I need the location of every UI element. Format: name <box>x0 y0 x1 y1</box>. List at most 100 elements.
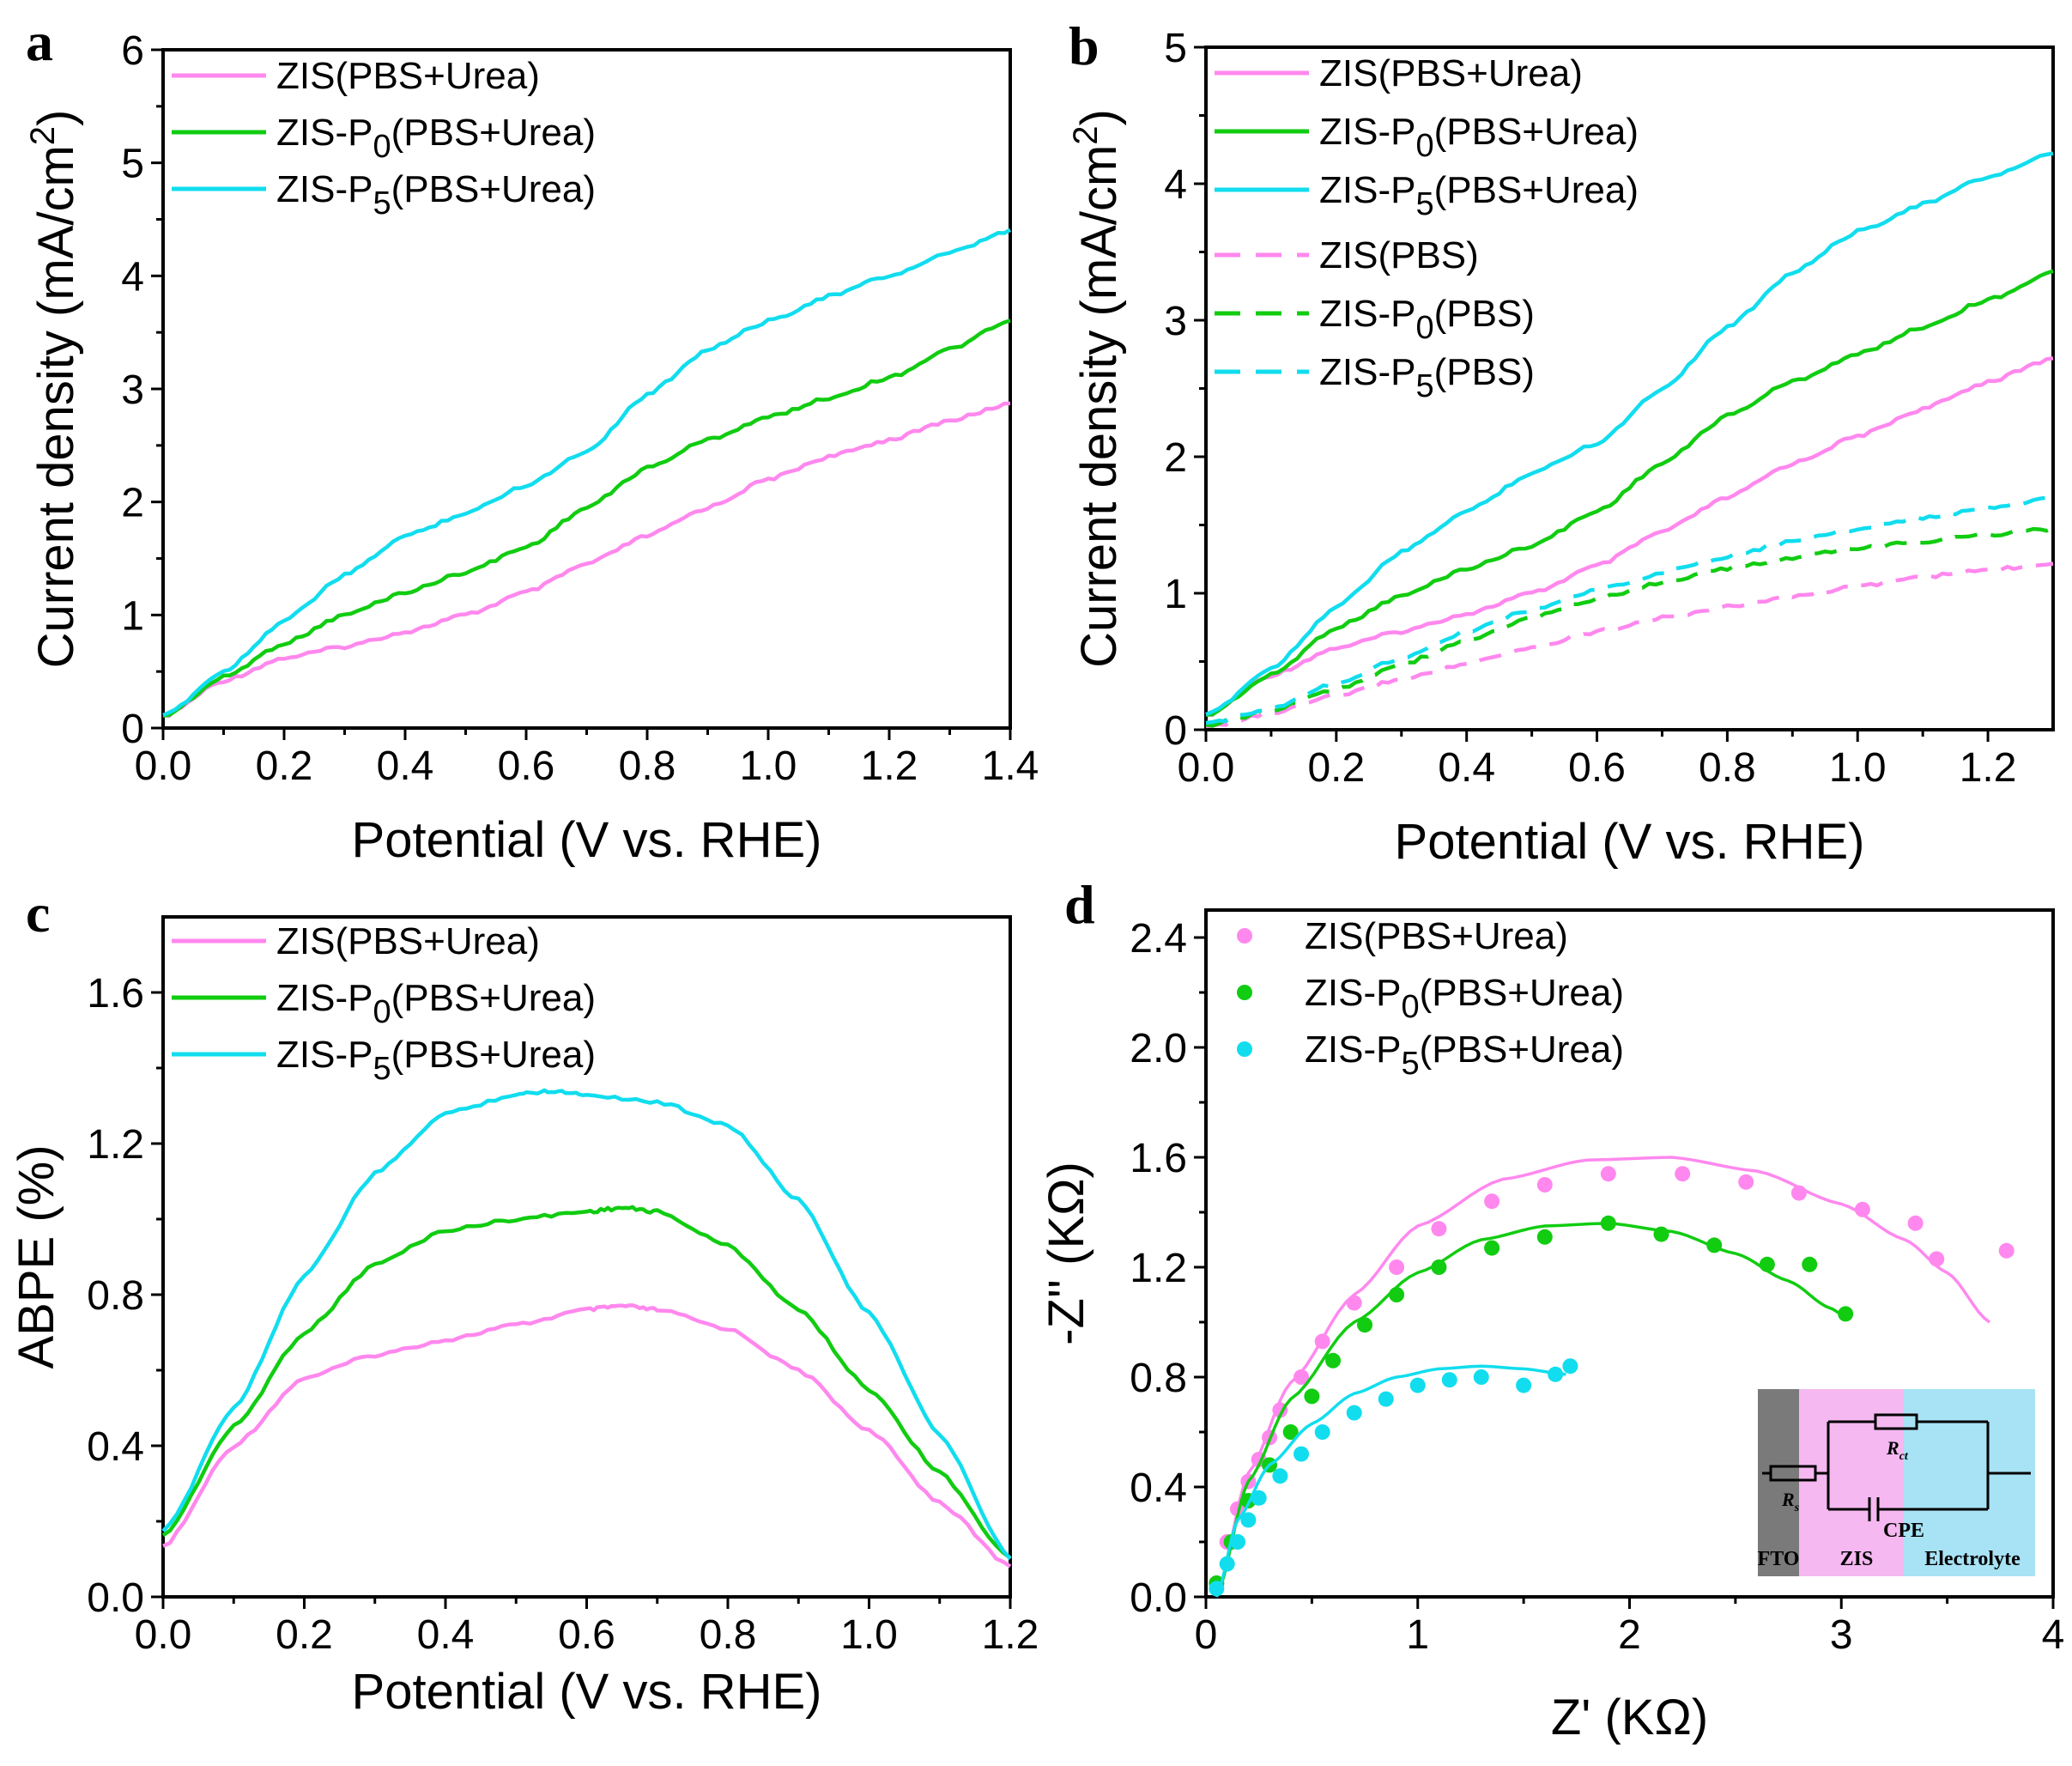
legend-subscript: 5 <box>1415 368 1433 404</box>
data-point-zis-p0-pbs-urea <box>1282 1424 1299 1440</box>
data-point-zis-pbs-urea <box>1484 1193 1500 1210</box>
y-tick-label: 0.4 <box>87 1424 144 1470</box>
x-tick-label: 1.2 <box>982 1612 1039 1658</box>
legend-label: ZIS-P5(PBS+Urea) <box>276 168 596 222</box>
data-point-zis-p5-pbs-urea <box>1346 1405 1362 1421</box>
series-line-zis-p0-pbs-dashed <box>1205 525 2054 728</box>
data-point-zis-p0-pbs-urea <box>1802 1256 1818 1272</box>
legend-label: ZIS-P5(PBS+Urea) <box>276 1034 596 1087</box>
x-tick-label: 1 <box>1406 1612 1429 1658</box>
data-point-zis-p0-pbs-urea <box>1357 1317 1373 1333</box>
ylabel-part: ) <box>1071 109 1127 125</box>
legend-text-part: ZIS-P <box>276 112 373 154</box>
data-point-zis-p5-pbs-urea <box>1251 1490 1267 1506</box>
data-point-zis-pbs-urea <box>1790 1185 1807 1201</box>
y-tick-label: 2.0 <box>1130 1026 1187 1071</box>
data-point-zis-pbs-urea <box>1738 1174 1754 1190</box>
legend-item-zis-p0-pbs-urea: ZIS-P0(PBS+Urea) <box>1237 972 1624 1025</box>
y-tick-label: 4 <box>1164 162 1187 208</box>
x-tick-label: 0.6 <box>498 743 555 789</box>
legend-text-part: (PBS+Urea) <box>1434 169 1639 211</box>
rs-label-main: R <box>1781 1489 1795 1510</box>
data-point-zis-p0-pbs-urea <box>1389 1287 1405 1302</box>
legend-item-zis-p0-pbs-urea: ZIS-P0(PBS+Urea) <box>172 112 596 165</box>
data-point-zis-p5-pbs-urea <box>1219 1556 1235 1572</box>
legend-subscript: 0 <box>373 129 391 165</box>
y-tick-label: 6 <box>121 28 144 74</box>
legend-label: ZIS-P0(PBS+Urea) <box>276 112 596 165</box>
y-tick-label: 2 <box>1164 435 1187 481</box>
x-tick-label: 1.2 <box>861 743 918 789</box>
panel-d: d 0 1 2 3 4 0.0 0.4 0.8 1.2 1.6 2.0 2.4 Z' (KΩ) -Z'' (… <box>1039 874 2064 1745</box>
panel-a: a 0.0 0.2 0.4 0.6 0.8 1.0 1.2 1.4 0 1 2 3 4 5 6 Potentia… <box>24 11 1039 868</box>
y-tick-label: 0.8 <box>87 1273 144 1319</box>
panel-letter-a: a <box>26 11 53 72</box>
data-point-zis-p5-pbs-urea <box>1562 1358 1578 1375</box>
series-line-zis-p5-pbs-urea <box>1205 151 2054 717</box>
data-point-zis-pbs-urea <box>1346 1295 1362 1311</box>
y-tick-label: 0 <box>1164 708 1187 754</box>
y-tick-label: 0.0 <box>1130 1575 1187 1621</box>
data-point-zis-p5-pbs-urea <box>1272 1468 1288 1484</box>
x-tick-label: 1.4 <box>982 743 1039 789</box>
y-tick-label: 0 <box>121 707 144 752</box>
data-point-zis-p0-pbs-urea <box>1759 1256 1775 1272</box>
y-axis-label: -Z'' (KΩ) <box>1039 1162 1094 1345</box>
data-point-zis-p5-pbs-urea <box>1240 1512 1257 1528</box>
x-axis-label: Potential (V vs. RHE) <box>352 812 822 868</box>
legend-subscript: 0 <box>373 994 391 1030</box>
legend-label: ZIS-P5(PBS) <box>1319 351 1535 404</box>
legend-item-zis-p5-pbs-urea: ZIS-P5(PBS+Urea) <box>172 168 596 222</box>
legend-text-part: ZIS-P <box>276 168 373 210</box>
data-point-zis-p5-pbs-urea <box>1473 1369 1489 1385</box>
data-point-zis-p5-pbs-urea <box>1314 1424 1330 1440</box>
data-point-zis-p5-pbs-urea <box>1441 1372 1457 1388</box>
y-tick-label: 1.2 <box>1130 1246 1187 1291</box>
ylabel-part: Current density (mA/cm <box>28 145 84 668</box>
panel-c: c 0.0 0.2 0.4 0.6 0.8 1.0 1.2 0.0 0.4 0.8 1.2 1.6 Pot… <box>9 883 1039 1720</box>
series-line-zis-p5-pbs-urea <box>161 1088 1012 1561</box>
data-point-zis-p5-pbs-urea <box>1230 1534 1246 1550</box>
series-line-zis-pbs-urea <box>162 401 1011 719</box>
data-point-zis-p0-pbs-urea <box>1706 1237 1723 1253</box>
legend-subscript: 0 <box>1415 128 1433 164</box>
legend-text-part: (PBS) <box>1434 351 1535 393</box>
legend-label: ZIS-P0(PBS+Urea) <box>1319 111 1639 164</box>
data-point-zis-pbs-urea <box>1600 1166 1616 1182</box>
data-point-zis-pbs-urea <box>1929 1251 1945 1267</box>
y-axis-label: Current density (mA/cm2) <box>24 110 84 669</box>
series-line-zis-p0-pbs-urea <box>161 1205 1012 1560</box>
legend-subscript: 0 <box>1401 989 1419 1025</box>
x-tick-label: 0.8 <box>1699 745 1756 791</box>
panel-letter-c: c <box>26 883 50 944</box>
x-tick-label: 0.2 <box>1307 745 1365 791</box>
data-point-zis-p0-pbs-urea <box>1484 1240 1500 1256</box>
legend-label: ZIS-P0(PBS+Urea) <box>276 977 596 1030</box>
legend-text-part: ZIS-P <box>276 977 373 1019</box>
x-tick-label: 0 <box>1195 1612 1218 1658</box>
cpe-label: CPE <box>1883 1520 1924 1542</box>
data-point-zis-p0-pbs-urea <box>1325 1352 1342 1368</box>
legend-text-part: ZIS-P <box>276 1034 373 1076</box>
ylabel-superscript: 2 <box>24 126 62 145</box>
legend-text-part: ZIS-P <box>1319 351 1415 393</box>
data-point-zis-p5-pbs-urea <box>1409 1377 1426 1393</box>
rs-label: Rs <box>1781 1489 1800 1514</box>
ylabel-part: Current density (mA/cm <box>1071 145 1127 668</box>
data-point-zis-pbs-urea <box>1536 1177 1553 1193</box>
x-tick-label: 1.0 <box>740 743 797 789</box>
rct-label-sub: ct <box>1899 1450 1909 1463</box>
legend-item-zis-p5-pbs-urea: ZIS-P5(PBS+Urea) <box>1237 1029 1624 1082</box>
legend-subscript: 5 <box>373 1051 391 1087</box>
series-line-zis-p5-pbs-dashed <box>1205 495 2054 725</box>
legend-text-part: (PBS+Urea) <box>1420 1029 1624 1071</box>
x-axis-label: Potential (V vs. RHE) <box>1395 814 1865 870</box>
x-tick-label: 4 <box>2042 1612 2065 1658</box>
x-tick-label: 0.2 <box>256 743 313 789</box>
fto-label: FTO <box>1758 1548 1800 1570</box>
panel-letter-d: d <box>1064 874 1095 935</box>
y-tick-label: 1 <box>121 593 144 639</box>
legend-text-part: ZIS-P <box>1305 972 1401 1014</box>
